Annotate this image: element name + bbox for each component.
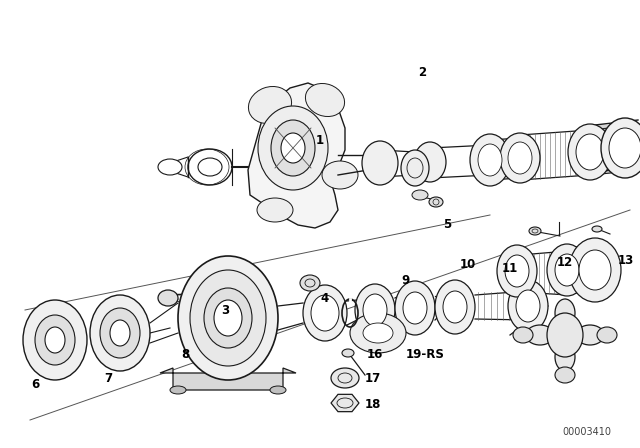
Ellipse shape [401, 150, 429, 186]
Ellipse shape [271, 120, 315, 176]
Text: 00003410: 00003410 [563, 427, 611, 437]
Ellipse shape [568, 124, 612, 180]
Ellipse shape [178, 256, 278, 380]
Ellipse shape [470, 134, 510, 186]
Ellipse shape [281, 133, 305, 163]
Ellipse shape [170, 386, 186, 394]
Ellipse shape [90, 295, 150, 371]
Text: 13: 13 [618, 254, 634, 267]
Ellipse shape [508, 280, 548, 332]
Ellipse shape [414, 142, 446, 182]
Text: 11: 11 [502, 262, 518, 275]
Ellipse shape [23, 300, 87, 380]
Ellipse shape [526, 325, 554, 345]
Ellipse shape [529, 227, 541, 235]
Ellipse shape [403, 292, 427, 324]
Text: 5: 5 [443, 219, 451, 232]
Polygon shape [331, 394, 359, 412]
Ellipse shape [508, 142, 532, 174]
Ellipse shape [158, 290, 178, 306]
Ellipse shape [429, 197, 443, 207]
Ellipse shape [303, 285, 347, 341]
Ellipse shape [311, 295, 339, 331]
Ellipse shape [609, 128, 640, 168]
Text: 1: 1 [316, 134, 324, 146]
Ellipse shape [555, 254, 579, 286]
Ellipse shape [505, 255, 529, 287]
Polygon shape [160, 368, 296, 390]
Ellipse shape [257, 198, 293, 222]
Text: 16: 16 [367, 349, 383, 362]
Text: 19-RS: 19-RS [406, 349, 444, 362]
Text: 6: 6 [31, 379, 39, 392]
Ellipse shape [547, 313, 583, 357]
Ellipse shape [513, 327, 533, 343]
Ellipse shape [300, 275, 320, 291]
Ellipse shape [443, 291, 467, 323]
Ellipse shape [229, 290, 245, 302]
Text: 8: 8 [181, 349, 189, 362]
Text: 17: 17 [365, 371, 381, 384]
Ellipse shape [363, 294, 387, 326]
Ellipse shape [435, 280, 475, 334]
Ellipse shape [188, 149, 232, 185]
Ellipse shape [100, 308, 140, 358]
Ellipse shape [592, 226, 602, 232]
Ellipse shape [363, 323, 393, 343]
Ellipse shape [412, 190, 428, 200]
Ellipse shape [555, 343, 575, 371]
Text: 3: 3 [221, 303, 229, 316]
Ellipse shape [569, 238, 621, 302]
Text: 4: 4 [321, 292, 329, 305]
Ellipse shape [547, 244, 587, 296]
Text: 7: 7 [104, 371, 112, 384]
Text: 10: 10 [460, 258, 476, 271]
Ellipse shape [45, 327, 65, 353]
Ellipse shape [576, 325, 604, 345]
Ellipse shape [35, 315, 75, 365]
Text: 9: 9 [401, 273, 409, 287]
Polygon shape [248, 83, 345, 228]
Ellipse shape [270, 386, 286, 394]
Ellipse shape [204, 288, 252, 348]
Ellipse shape [305, 83, 344, 116]
Ellipse shape [158, 159, 182, 175]
Text: 2: 2 [418, 65, 426, 78]
Ellipse shape [497, 245, 537, 297]
Text: 18: 18 [365, 399, 381, 412]
Ellipse shape [331, 368, 359, 388]
Ellipse shape [214, 300, 242, 336]
Ellipse shape [500, 133, 540, 183]
Ellipse shape [579, 250, 611, 290]
Ellipse shape [395, 281, 435, 335]
Ellipse shape [110, 320, 130, 346]
Ellipse shape [576, 134, 604, 170]
Ellipse shape [190, 270, 266, 366]
Ellipse shape [258, 106, 328, 190]
Ellipse shape [555, 299, 575, 327]
Text: 12: 12 [557, 257, 573, 270]
Ellipse shape [601, 118, 640, 178]
Ellipse shape [555, 367, 575, 383]
Ellipse shape [478, 144, 502, 176]
Ellipse shape [322, 161, 358, 189]
Ellipse shape [248, 86, 292, 124]
Ellipse shape [597, 327, 617, 343]
Ellipse shape [516, 290, 540, 322]
Ellipse shape [362, 141, 398, 185]
Ellipse shape [350, 313, 406, 353]
Ellipse shape [342, 349, 354, 357]
Ellipse shape [355, 284, 395, 336]
